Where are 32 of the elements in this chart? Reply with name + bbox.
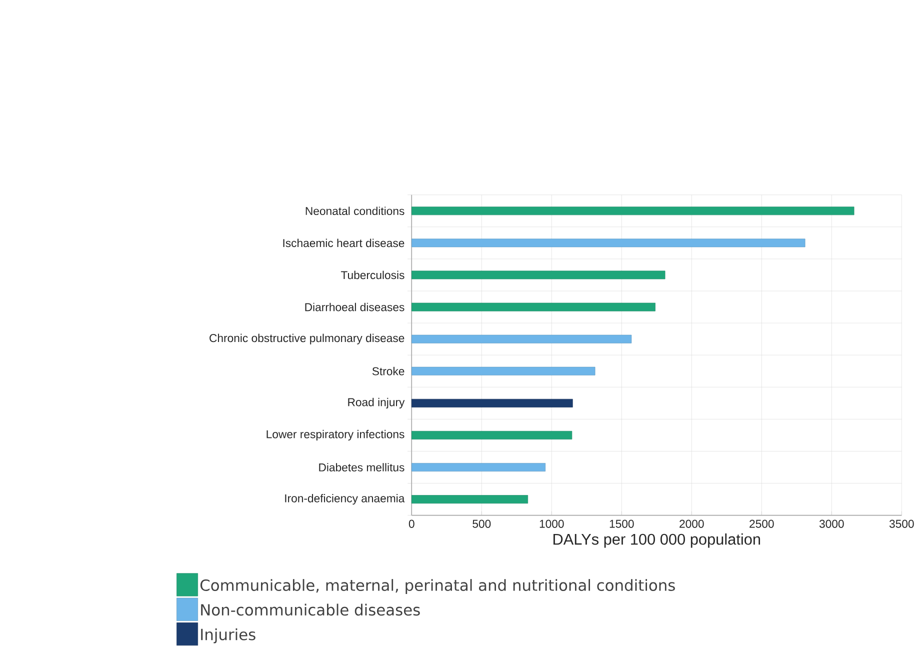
x-tick-label: 2000 [680, 520, 704, 528]
x-tick-label: 3000 [819, 520, 844, 528]
legend-label: Injuries [201, 628, 256, 644]
x-axis-title: DALYs per 100 000 population [553, 533, 760, 548]
y-tick-label: Lower respiratory infections [266, 430, 404, 440]
bar [411, 366, 596, 376]
y-tick-label: Diabetes mellitus [319, 463, 404, 472]
y-tick-label: Tuberculosis [340, 270, 404, 280]
bar [411, 495, 528, 504]
bar [411, 462, 546, 472]
legend-label: Communicable, maternal, perinatal and nutritional conditions [200, 578, 675, 594]
bar [411, 302, 656, 312]
bar [411, 238, 806, 248]
x-tick-label: 500 [472, 520, 491, 528]
y-tick-label: Iron-deficiency anaemia [285, 494, 405, 505]
x-tick-label: 0 [408, 520, 414, 528]
y-tick-label: Diarrhoeal diseases [305, 302, 404, 312]
x-tick-label: 2500 [750, 520, 774, 528]
x-tick-label: 3500 [889, 520, 914, 528]
bar [411, 206, 854, 216]
y-tick-label: Stroke [372, 366, 404, 376]
y-tick-label: Neonatal conditions [306, 206, 404, 215]
legend-label: Non-communicable diseases [201, 604, 420, 616]
x-tick-label: 1000 [540, 520, 564, 528]
x-tick-label: 1500 [610, 520, 634, 528]
y-tick-label: Road injury [348, 398, 405, 408]
bar [411, 430, 572, 440]
bar [411, 334, 632, 344]
bar [411, 398, 573, 408]
y-tick-label: Ischaemic heart disease [283, 238, 404, 248]
bar [411, 270, 666, 280]
y-tick-label: Chronic obstructive pulmonary disease [210, 334, 404, 344]
